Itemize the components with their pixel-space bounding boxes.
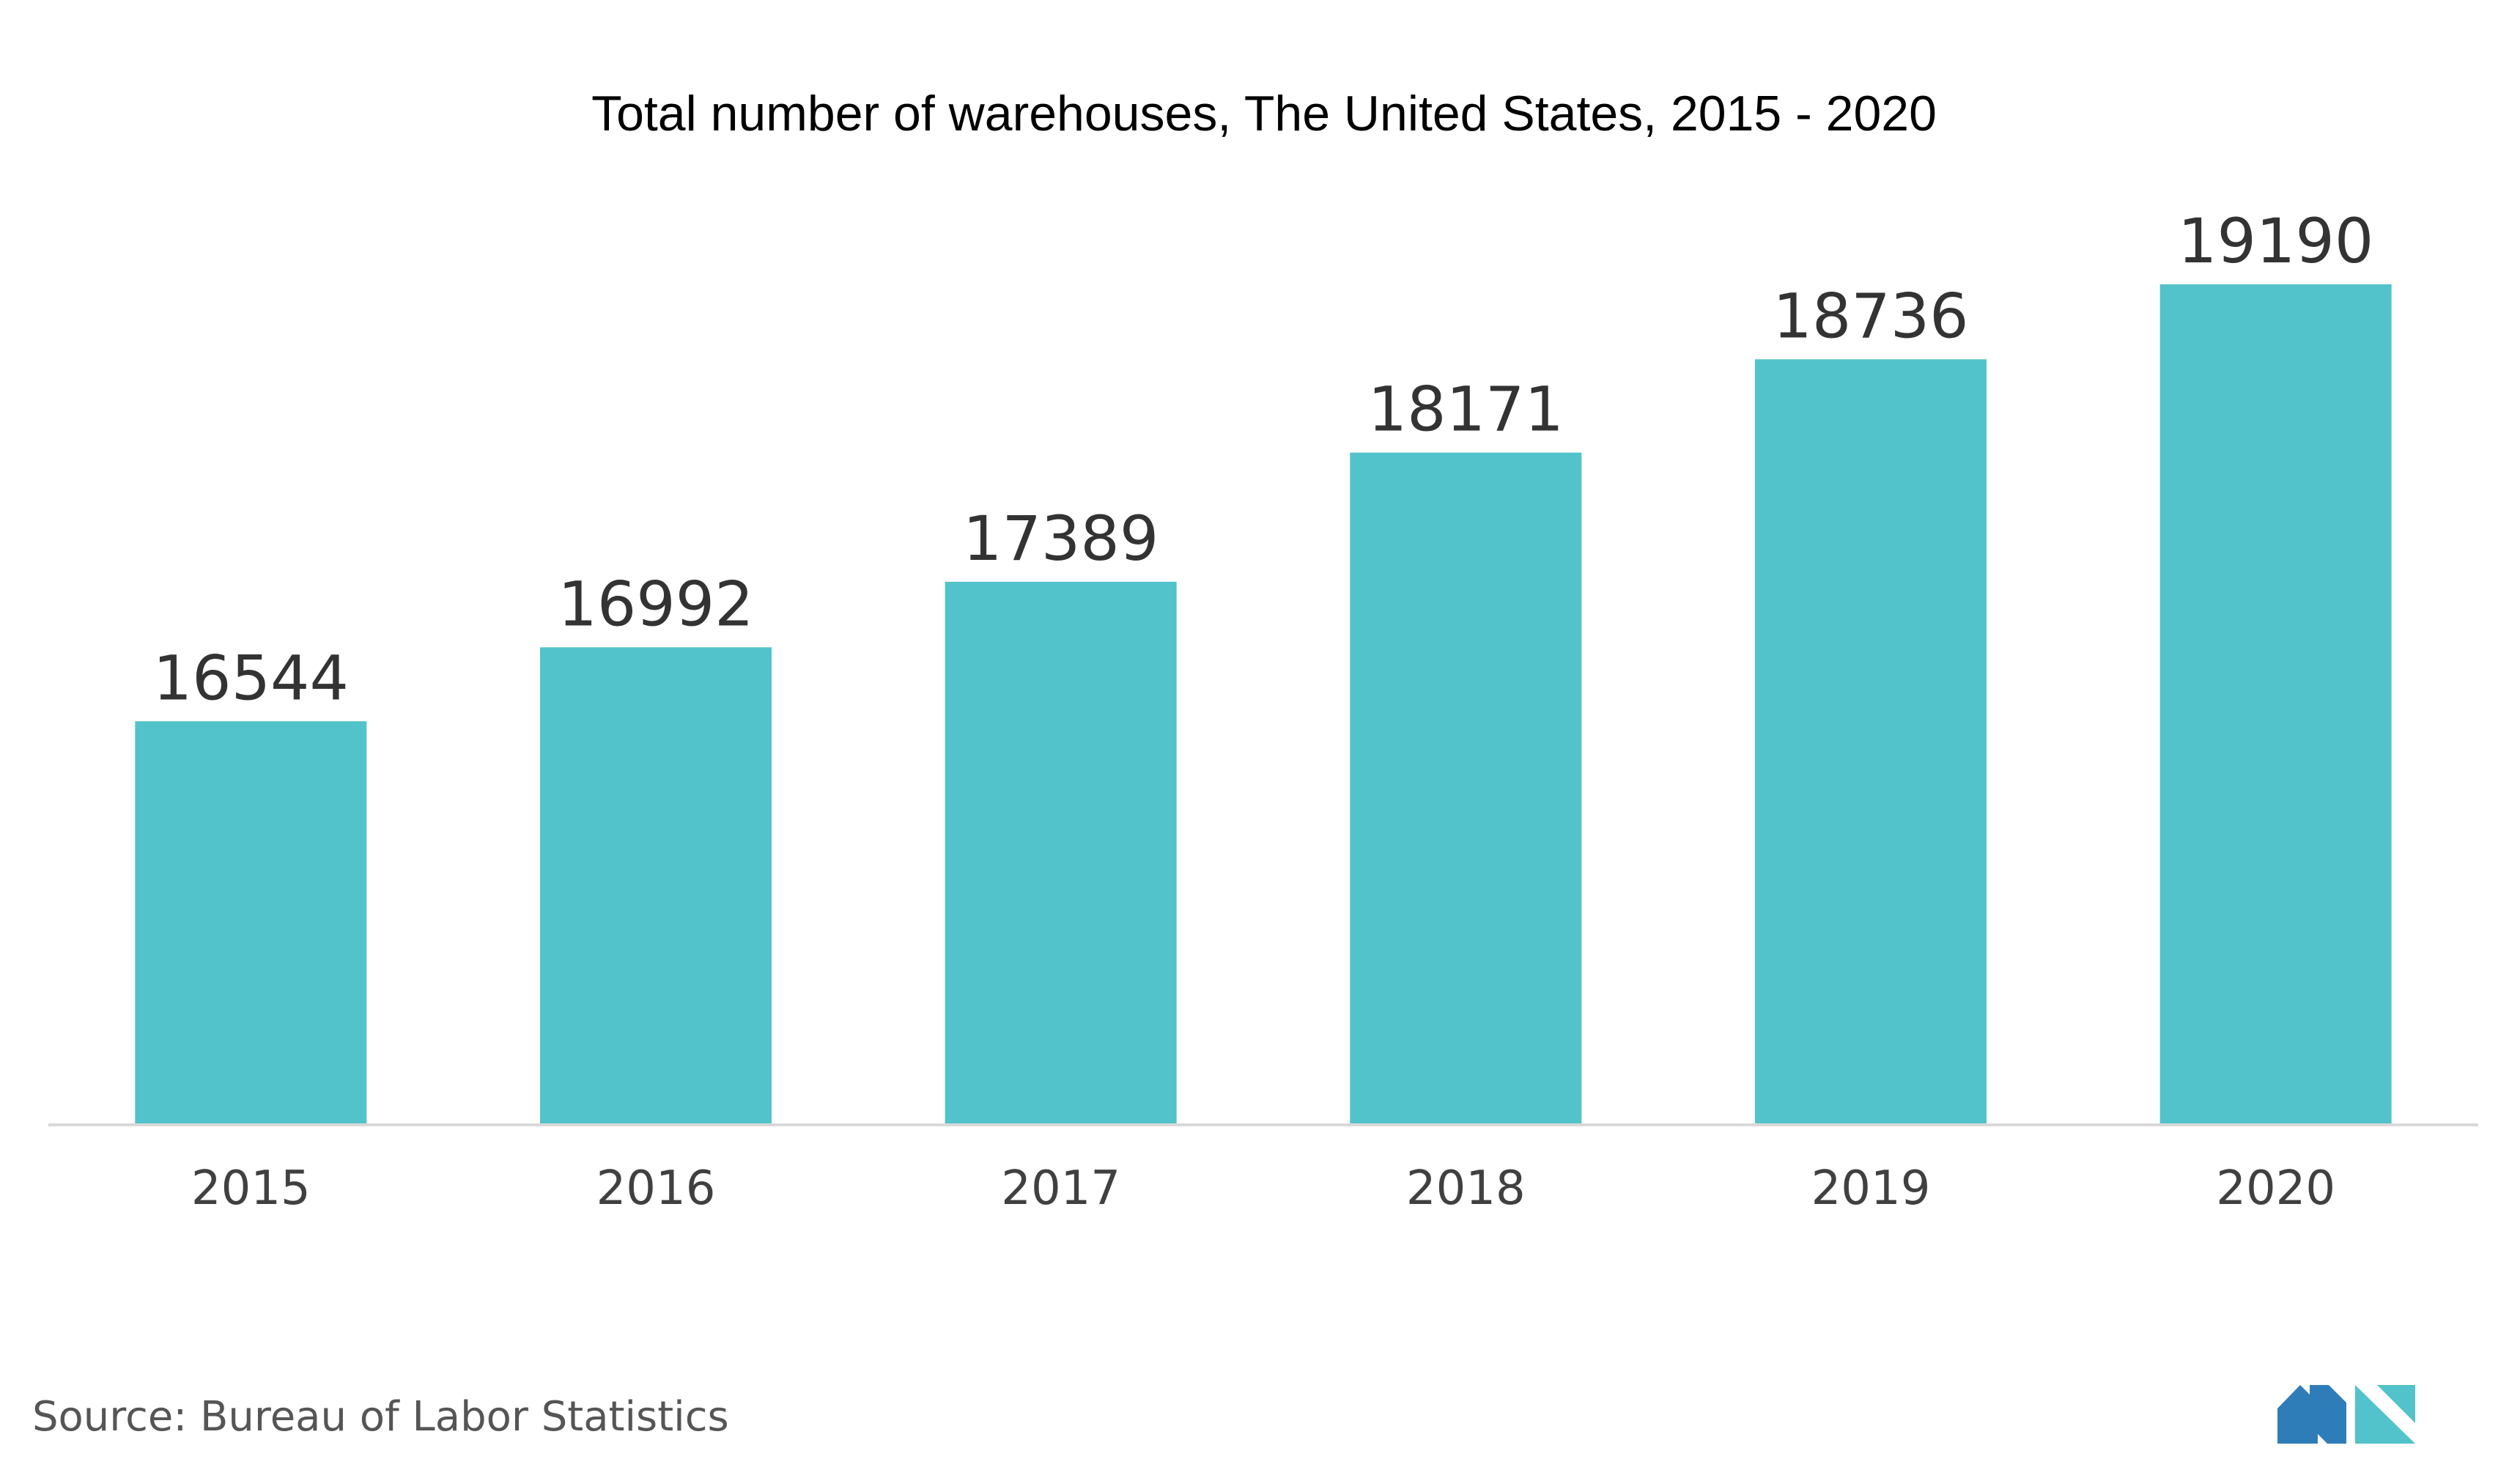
bars-group: [135, 284, 2392, 1125]
x-tick-label-2015: 2015: [191, 1161, 311, 1216]
x-tick-label-2017: 2017: [1001, 1161, 1120, 1216]
x-tick-labels-group: 2015 2016 2017 2018 2019 2020: [191, 1161, 2335, 1216]
chart-title: Total number of warehouses, The United S…: [591, 86, 1937, 141]
value-label-2019: 18736: [1773, 280, 1968, 352]
logo-shape-middle: [2310, 1385, 2346, 1444]
bar-2020: [2159, 284, 2392, 1125]
mordor-intelligence-logo-icon: [2277, 1385, 2415, 1444]
logo-shape-right: [2355, 1385, 2415, 1444]
logo-shape-right-top: [2377, 1385, 2415, 1423]
value-label-2015: 16544: [153, 642, 349, 714]
value-labels-group: 16544 16992 17389 18171 18736 19190: [153, 205, 2374, 714]
x-tick-label-2019: 2019: [1811, 1161, 1931, 1216]
x-tick-label-2020: 2020: [2216, 1161, 2335, 1216]
value-label-2020: 19190: [2178, 205, 2373, 277]
value-label-2018: 18171: [1368, 374, 1564, 446]
bar-2015: [135, 721, 367, 1125]
value-label-2016: 16992: [558, 568, 753, 640]
logo-shape-left: [2277, 1385, 2318, 1444]
x-tick-label-2018: 2018: [1406, 1161, 1526, 1216]
bar-2019: [1755, 359, 1987, 1125]
value-label-2017: 17389: [963, 503, 1159, 575]
bar-2016: [540, 647, 772, 1125]
bar-2017: [945, 581, 1177, 1125]
bar-2018: [1350, 452, 1582, 1125]
source-text: Source: Bureau of Labor Statistics: [32, 1393, 729, 1441]
x-tick-label-2016: 2016: [596, 1161, 716, 1216]
